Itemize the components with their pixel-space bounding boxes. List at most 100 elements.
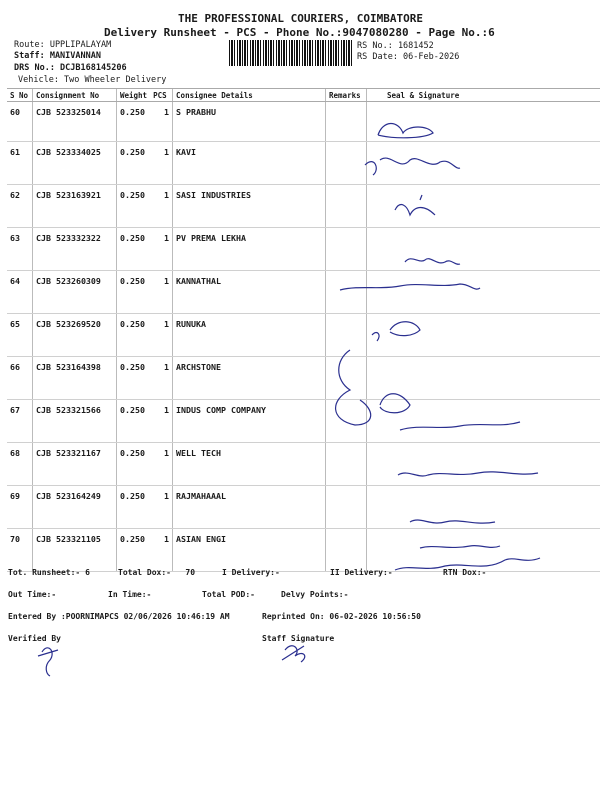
verified-by: Verified By: [8, 634, 61, 643]
cell-weight: 0.250: [115, 528, 151, 572]
cell-sno: 60: [7, 101, 33, 142]
cell-remarks: [325, 485, 367, 529]
cell-cno: CJB 523321566: [31, 399, 117, 443]
cell-remarks: [325, 313, 367, 357]
cell-cno: CJB 523321105: [31, 528, 117, 572]
cell-seal-signature: [366, 485, 600, 529]
cell-seal-signature: [366, 227, 600, 271]
cell-remarks: [325, 442, 367, 486]
cell-weight: 0.250: [115, 184, 151, 228]
table-row: 65 CJB 523269520 0.250 1 RUNUKA: [7, 313, 600, 357]
cell-cno: CJB 523334025: [31, 141, 117, 185]
total-runsheet: Tot. Runsheet:- 6: [8, 568, 90, 577]
cell-consignee: RAJMAHAAAL: [172, 485, 326, 529]
cell-sno: 69: [7, 485, 33, 529]
cell-pcs: 1: [150, 227, 173, 271]
cell-seal-signature: [366, 442, 600, 486]
cell-pcs: 1: [150, 485, 173, 529]
cell-cno: CJB 523260309: [31, 270, 117, 314]
cell-weight: 0.250: [115, 485, 151, 529]
table-row: 69 CJB 523164249 0.250 1 RAJMAHAAAL: [7, 485, 600, 529]
cell-weight: 0.250: [115, 101, 151, 142]
table-row: 70 CJB 523321105 0.250 1 ASIAN ENGI: [7, 528, 600, 572]
cell-remarks: [325, 399, 367, 443]
table-row: 67 CJB 523321566 0.250 1 INDUS COMP COMPANY: [7, 399, 600, 443]
table-row: 64 CJB 523260309 0.250 1 KANNATHAL: [7, 270, 600, 314]
cell-sno: 70: [7, 528, 33, 572]
cell-consignee: PV PREMA LEKHA: [172, 227, 326, 271]
staff: Staff: MANIVANNAN: [14, 51, 101, 61]
cell-remarks: [325, 356, 367, 400]
cell-consignee: KAVI: [172, 141, 326, 185]
cell-seal-signature: [366, 101, 600, 142]
col-weight: Weight: [115, 88, 151, 102]
rs-number: RS No.: 1681452: [357, 41, 434, 51]
cell-cno: CJB 523325014: [31, 101, 117, 142]
cell-remarks: [325, 227, 367, 271]
cell-weight: 0.250: [115, 270, 151, 314]
drs-number: DRS No.: DCJB168145206: [14, 63, 127, 73]
cell-consignee: INDUS COMP COMPANY: [172, 399, 326, 443]
cell-seal-signature: [366, 528, 600, 572]
cell-sno: 65: [7, 313, 33, 357]
cell-weight: 0.250: [115, 313, 151, 357]
cell-consignee: ASIAN ENGI: [172, 528, 326, 572]
cell-weight: 0.250: [115, 356, 151, 400]
cell-consignee: KANNATHAL: [172, 270, 326, 314]
table-row: 63 CJB 523332322 0.250 1 PV PREMA LEKHA: [7, 227, 600, 271]
cell-consignee: RUNUKA: [172, 313, 326, 357]
rtn-dox: RTN Dox:-: [443, 568, 487, 577]
cell-sno: 68: [7, 442, 33, 486]
in-time: In Time:-: [108, 590, 152, 599]
ii-delivery: II Delivery:-: [330, 568, 393, 577]
cell-cno: CJB 523332322: [31, 227, 117, 271]
cell-cno: CJB 523269520: [31, 313, 117, 357]
cell-sno: 66: [7, 356, 33, 400]
staff-signature: Staff Signature: [262, 634, 335, 643]
delivery-points: Delvy Points:-: [281, 590, 349, 599]
cell-seal-signature: [366, 184, 600, 228]
cell-pcs: 1: [150, 184, 173, 228]
cell-weight: 0.250: [115, 227, 151, 271]
cell-cno: CJB 523164249: [31, 485, 117, 529]
cell-sno: 63: [7, 227, 33, 271]
barcode: [229, 40, 354, 66]
cell-sno: 61: [7, 141, 33, 185]
table-row: 62 CJB 523163921 0.250 1 SASI INDUSTRIES: [7, 184, 600, 228]
cell-seal-signature: [366, 399, 600, 443]
cell-sno: 62: [7, 184, 33, 228]
total-pod: Total POD:-: [202, 590, 255, 599]
total-dox: Total Dox:- 70: [118, 568, 196, 577]
cell-seal-signature: [366, 141, 600, 185]
cell-pcs: 1: [150, 313, 173, 357]
rs-date: RS Date: 06-Feb-2026: [357, 52, 460, 62]
col-consignee: Consignee Details: [172, 88, 326, 102]
cell-pcs: 1: [150, 399, 173, 443]
cell-consignee: ARCHSTONE: [172, 356, 326, 400]
cell-pcs: 1: [150, 356, 173, 400]
table-row: 68 CJB 523321167 0.250 1 WELL TECH: [7, 442, 600, 486]
reprinted-on: Reprinted On: 06-02-2026 10:56:50: [262, 612, 421, 621]
cell-seal-signature: [366, 356, 600, 400]
company-name: THE PROFESSIONAL COURIERS, COIMBATORE: [178, 12, 424, 25]
col-pcs: PCS: [150, 88, 173, 102]
cell-remarks: [325, 270, 367, 314]
col-seal-signature: Seal & Signature: [366, 88, 600, 102]
cell-remarks: [325, 101, 367, 142]
cell-weight: 0.250: [115, 399, 151, 443]
vehicle: Vehicle: Two Wheeler Delivery: [18, 75, 167, 85]
cell-remarks: [325, 528, 367, 572]
runsheet-table: S No Consignment No Weight PCS Consignee…: [7, 88, 600, 572]
cell-cno: CJB 523321167: [31, 442, 117, 486]
out-time: Out Time:-: [8, 590, 57, 599]
table-row: 61 CJB 523334025 0.250 1 KAVI: [7, 141, 600, 185]
cell-sno: 64: [7, 270, 33, 314]
cell-remarks: [325, 184, 367, 228]
col-sno: S No: [7, 88, 33, 102]
cell-pcs: 1: [150, 528, 173, 572]
i-delivery: I Delivery:-: [222, 568, 280, 577]
table-row: 60 CJB 523325014 0.250 1 S PRABHU: [7, 101, 600, 142]
col-remarks: Remarks: [325, 88, 367, 102]
table-row: 66 CJB 523164398 0.250 1 ARCHSTONE: [7, 356, 600, 400]
cell-cno: CJB 523163921: [31, 184, 117, 228]
